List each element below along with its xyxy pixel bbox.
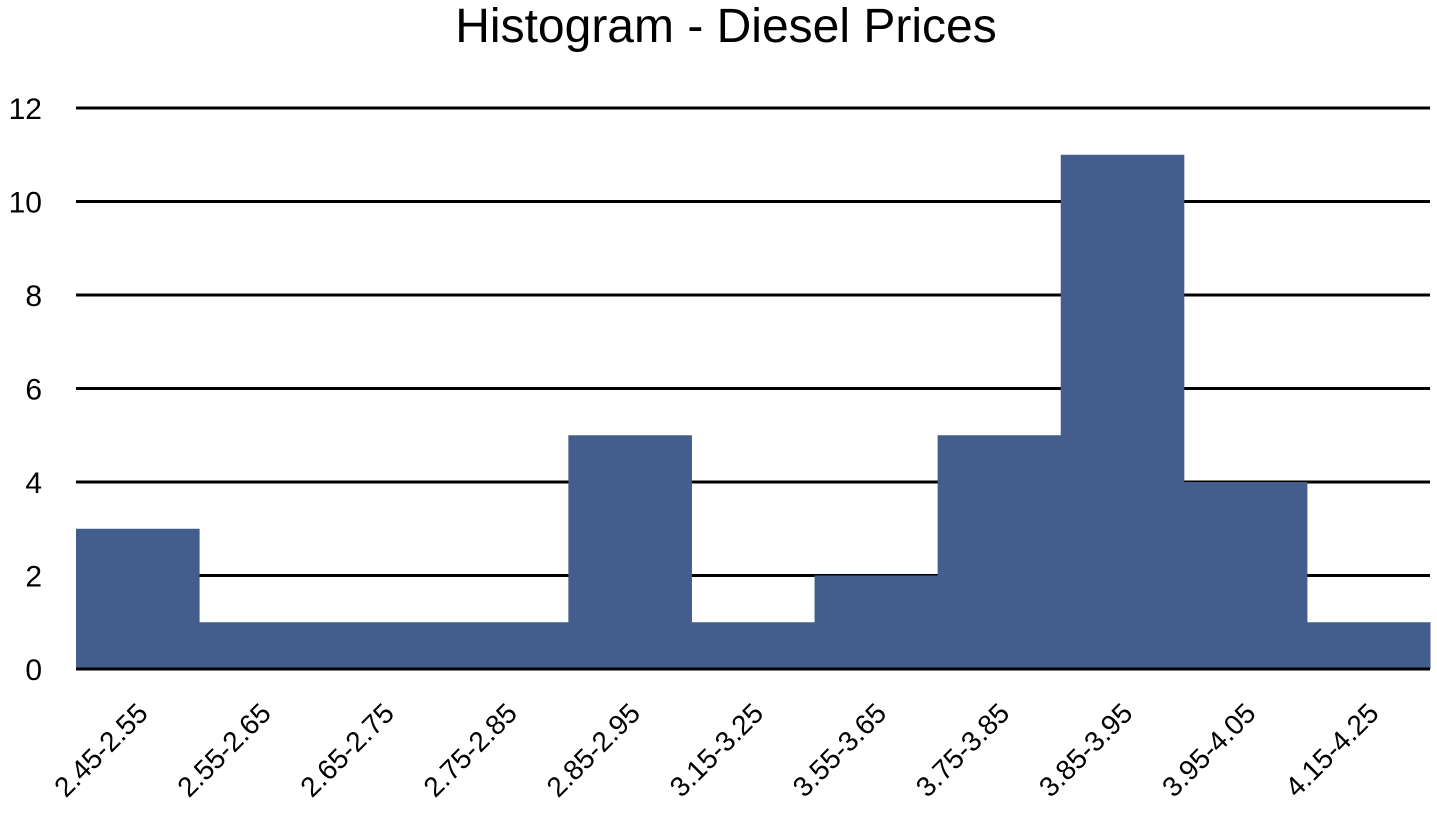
x-category-label: 2.55-2.65 — [171, 697, 277, 803]
bar — [76, 528, 200, 669]
y-tick-label: 0 — [25, 654, 42, 687]
x-category-label: 2.75-2.85 — [417, 697, 523, 803]
y-tick-label: 6 — [25, 374, 42, 407]
x-category-label: 4.15-4.25 — [1279, 697, 1385, 803]
x-category-label: 3.15-3.25 — [664, 697, 770, 803]
bar — [1306, 622, 1431, 669]
bar — [445, 622, 569, 669]
bar — [1060, 154, 1185, 669]
bar — [814, 575, 939, 669]
y-tick-label: 4 — [25, 467, 42, 500]
x-category-label: 3.75-3.85 — [910, 697, 1016, 803]
y-tick-label: 10 — [9, 187, 42, 220]
bars — [76, 154, 1431, 669]
bar — [1183, 482, 1308, 669]
y-axis-tick-labels: 0 2 4 6 8 10 12 — [9, 93, 42, 687]
x-category-label: 2.45-2.55 — [48, 697, 154, 803]
chart-title: Histogram - Diesel Prices — [455, 0, 996, 53]
bar — [691, 622, 816, 669]
x-category-label: 3.85-3.95 — [1033, 697, 1139, 803]
y-tick-label: 2 — [25, 561, 42, 594]
bar — [322, 622, 446, 669]
bar — [568, 435, 692, 669]
x-axis-category-labels: 2.45-2.55 2.55-2.65 2.65-2.75 2.75-2.85 2.85… — [48, 697, 1385, 803]
y-tick-label: 8 — [25, 280, 42, 313]
x-category-label: 2.85-2.95 — [541, 697, 647, 803]
x-category-label: 2.65-2.75 — [294, 697, 400, 803]
x-category-label: 3.95-4.05 — [1156, 697, 1262, 803]
y-tick-label: 12 — [9, 93, 42, 126]
bar — [199, 622, 323, 669]
bar — [937, 435, 1062, 669]
x-category-label: 3.55-3.65 — [787, 697, 893, 803]
